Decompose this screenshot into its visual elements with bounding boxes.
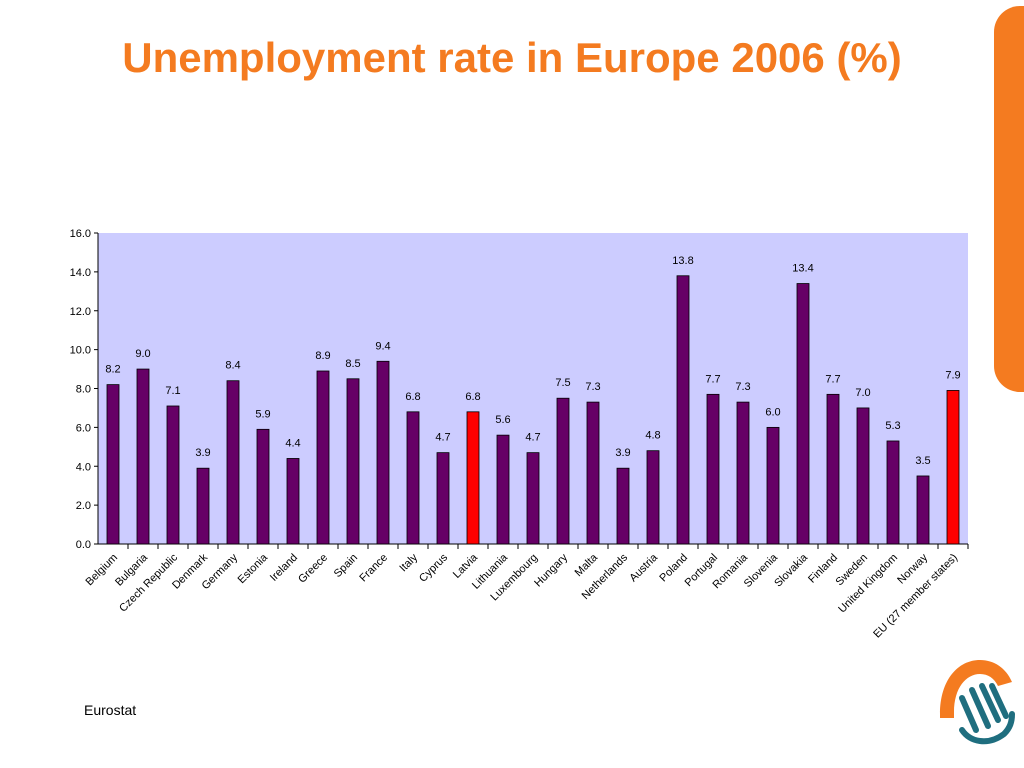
category-label: Estonia xyxy=(236,551,271,586)
data-label: 5.6 xyxy=(495,414,510,426)
data-label: 7.9 xyxy=(945,369,960,381)
bar-cyprus xyxy=(436,452,450,545)
bar-denmark xyxy=(196,467,210,545)
y-tick-label: 12.0 xyxy=(70,306,91,318)
data-label: 4.4 xyxy=(285,437,300,449)
data-label: 8.4 xyxy=(225,360,240,372)
data-label: 5.9 xyxy=(255,408,270,420)
y-tick-label: 4.0 xyxy=(76,461,91,473)
category-label: Austria xyxy=(627,551,660,584)
data-label: 3.9 xyxy=(195,447,210,459)
bar-hungary xyxy=(556,397,570,545)
bar-eu-27-member-states xyxy=(946,390,960,545)
slide-title: Unemployment rate in Europe 2006 (%) xyxy=(122,34,902,81)
category-label: France xyxy=(357,552,390,585)
bar-luxembourg xyxy=(526,452,540,545)
data-label: 6.8 xyxy=(465,391,480,403)
bar-romania xyxy=(736,401,750,545)
category-label: Hungary xyxy=(532,551,570,589)
data-label: 4.8 xyxy=(645,430,660,442)
data-label: 3.9 xyxy=(615,447,630,459)
bar-bulgaria xyxy=(136,368,150,545)
logo-hand xyxy=(959,683,1015,745)
bar-lithuania xyxy=(496,434,510,545)
data-label: 4.7 xyxy=(525,432,540,444)
bar-estonia xyxy=(256,428,270,545)
bar-slovakia xyxy=(796,283,810,545)
y-tick-label: 0.0 xyxy=(76,539,91,551)
source-label: Eurostat xyxy=(84,702,137,718)
bar-norway xyxy=(916,475,930,545)
bar-slovenia xyxy=(766,426,780,545)
bar-ireland xyxy=(286,458,300,545)
category-label: Greece xyxy=(296,552,330,586)
bar-poland xyxy=(676,275,690,545)
data-label: 6.8 xyxy=(405,391,420,403)
data-label: 9.4 xyxy=(375,340,390,352)
data-label: 9.0 xyxy=(135,348,150,360)
bar-france xyxy=(376,360,390,545)
y-tick-label: 2.0 xyxy=(76,500,91,512)
category-label: Spain xyxy=(332,552,360,580)
category-label: Italy xyxy=(397,551,420,574)
unemployment-bar-chart: 0.02.04.06.08.010.012.014.016.08.2Belgiu… xyxy=(70,228,969,641)
category-label: Slovakia xyxy=(772,551,811,590)
bar-spain xyxy=(346,378,360,545)
bar-germany xyxy=(226,380,240,545)
data-label: 8.9 xyxy=(315,350,330,362)
y-tick-label: 14.0 xyxy=(70,267,91,279)
data-label: 7.1 xyxy=(165,385,180,397)
bar-finland xyxy=(826,393,840,545)
data-label: 7.3 xyxy=(735,381,750,393)
bar-greece xyxy=(316,370,330,545)
bar-belgium xyxy=(106,384,120,545)
logo-orange-arc xyxy=(940,660,1012,714)
bar-united-kingdom xyxy=(886,440,900,545)
data-label: 8.5 xyxy=(345,358,360,370)
data-label: 3.5 xyxy=(915,455,930,467)
data-label: 7.7 xyxy=(705,373,720,385)
y-tick-label: 10.0 xyxy=(70,345,91,357)
bar-italy xyxy=(406,411,420,545)
accent-bar xyxy=(994,6,1024,392)
data-label: 6.0 xyxy=(765,406,780,418)
y-tick-label: 8.0 xyxy=(76,384,91,396)
logo-orange-stem xyxy=(940,712,954,718)
data-label: 5.3 xyxy=(885,420,900,432)
y-tick-label: 16.0 xyxy=(70,228,91,240)
data-label: 4.7 xyxy=(435,432,450,444)
data-label: 13.4 xyxy=(792,263,813,275)
bar-austria xyxy=(646,450,660,545)
bar-malta xyxy=(586,401,600,545)
y-tick-label: 6.0 xyxy=(76,422,91,434)
data-label: 7.0 xyxy=(855,387,870,399)
hand-logo-icon xyxy=(940,660,1015,745)
data-label: 8.2 xyxy=(105,364,120,376)
bar-portugal xyxy=(706,393,720,545)
category-label: Ireland xyxy=(268,552,300,584)
data-label: 7.5 xyxy=(555,377,570,389)
category-label: Malta xyxy=(573,551,601,579)
data-label: 7.3 xyxy=(585,381,600,393)
bar-sweden xyxy=(856,407,870,545)
bar-czech-republic xyxy=(166,405,180,545)
data-label: 7.7 xyxy=(825,373,840,385)
category-label: Cyprus xyxy=(417,551,450,584)
bar-netherlands xyxy=(616,467,630,545)
bar-latvia xyxy=(466,411,480,545)
data-label: 13.8 xyxy=(672,255,693,267)
